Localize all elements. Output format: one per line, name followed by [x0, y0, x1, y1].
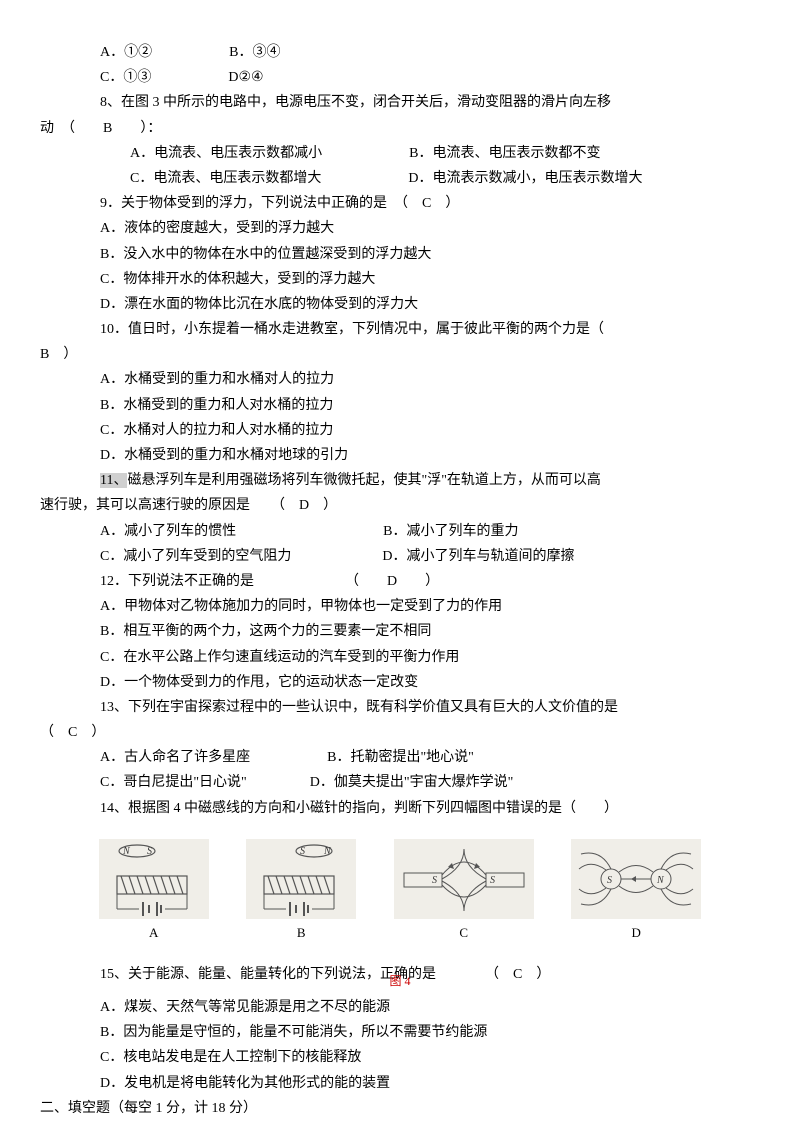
- figD-label: D: [632, 921, 641, 944]
- q11-hl: 11、: [100, 473, 127, 488]
- q9-optA: A．液体的密度越大，受到的浮力越大: [40, 216, 760, 241]
- figC-label: C: [459, 921, 468, 944]
- q8-optD: D．电流表示数减小，电压表示数增大: [408, 171, 642, 186]
- figB-label: B: [297, 921, 306, 944]
- q13-stem2: （ C ）: [40, 720, 760, 745]
- q13-stem1: 13、下列在宇宙探索过程中的一些认识中，既有科学价值又具有巨大的人文价值的是: [40, 695, 760, 720]
- section2-heading: 二、填空题（每空 1 分，计 18 分）: [40, 1096, 760, 1121]
- q13-optD: D．伽莫夫提出"宇宙大爆炸学说": [310, 775, 514, 790]
- q11-opts2: C．减小了列车受到的空气阻力 D．减小了列车与轨道间的摩擦: [40, 544, 760, 569]
- q10-optD: D．水桶受到的重力和水桶对地球的引力: [40, 443, 760, 468]
- q15-optA: A．煤炭、天然气等常见能源是用之不尽的能源: [40, 995, 760, 1020]
- figure-D: S N D: [571, 839, 701, 944]
- q11-optD: D．减小了列车与轨道间的摩擦: [382, 549, 574, 564]
- q15-optD: D．发电机是将电能转化为其他形式的能的装置: [40, 1071, 760, 1096]
- svg-text:S: S: [147, 846, 152, 857]
- q12-optD: D．一个物体受到力的作甩，它的运动状态一定改变: [40, 670, 760, 695]
- q13-optB: B．托勒密提出"地心说": [327, 750, 474, 765]
- q9-optC: C．物体排开水的体积越大，受到的浮力越大: [40, 267, 760, 292]
- svg-text:N: N: [323, 846, 332, 857]
- q11-opts1: A．减小了列车的惯性 B．减小了列车的重力: [40, 519, 760, 544]
- q7-row2: C．①③ D②④: [40, 65, 760, 90]
- q8-optC: C．电流表、电压表示数都增大: [130, 171, 321, 186]
- svg-text:S: S: [300, 846, 305, 857]
- figure-A: N S A: [99, 839, 209, 944]
- figure-B: S N B: [246, 839, 356, 944]
- q7-optC: C．①③: [100, 70, 151, 85]
- q11-stem1: 11、磁悬浮列车是利用强磁场将列车微微托起，使其"浮"在轨道上方，从而可以高: [40, 468, 760, 493]
- q8-opts2: C．电流表、电压表示数都增大 D．电流表示数减小，电压表示数增大: [40, 166, 760, 191]
- q11-rest: 磁悬浮列车是利用强磁场将列车微微托起，使其"浮"在轨道上方，从而可以高: [127, 473, 600, 488]
- q10-stem1: 10．值日时，小东提着一桶水走进教室，下列情况中，属于彼此平衡的两个力是（: [40, 317, 760, 342]
- q10-optA: A．水桶受到的重力和水桶对人的拉力: [40, 367, 760, 392]
- svg-text:N: N: [656, 875, 665, 886]
- q8-stem2: 动 （ B ）：: [40, 116, 760, 141]
- svg-text:S: S: [490, 875, 495, 886]
- q8-optA: A．电流表、电压表示数都减小: [130, 146, 322, 161]
- q10-stem2: B ）: [40, 342, 760, 367]
- figure-4-row: N S A S N: [40, 829, 760, 954]
- q11-optA: A．减小了列车的惯性: [100, 524, 236, 539]
- q9-optD: D．漂在水面的物体比沉在水底的物体受到的浮力大: [40, 292, 760, 317]
- svg-text:S: S: [432, 875, 437, 886]
- fig4-caption-text: 图 4: [389, 974, 410, 988]
- q10-optB: B．水桶受到的重力和人对水桶的拉力: [40, 393, 760, 418]
- q9-stem: 9．关于物体受到的浮力，下列说法中正确的是 （ C ）: [40, 191, 760, 216]
- svg-text:S: S: [607, 875, 612, 886]
- q7-optD: D②④: [228, 70, 263, 85]
- q10-optC: C．水桶对人的拉力和人对水桶的拉力: [40, 418, 760, 443]
- magnets-d-icon: S N: [571, 839, 701, 919]
- q7-optB: B．③④: [229, 45, 280, 60]
- q13-opts1: A．古人命名了许多星座 B．托勒密提出"地心说": [40, 745, 760, 770]
- solenoid-a-icon: N S: [99, 839, 209, 919]
- q12-optA: A．甲物体对乙物体施加力的同时，甲物体也一定受到了力的作用: [40, 594, 760, 619]
- figA-label: A: [149, 921, 158, 944]
- q7-row1: A．①② B．③④: [40, 40, 760, 65]
- q9-optB: B．没入水中的物体在水中的位置越深受到的浮力越大: [40, 242, 760, 267]
- q7-optA: A．①②: [100, 45, 152, 60]
- q11-optC: C．减小了列车受到的空气阻力: [100, 549, 291, 564]
- q8-optB: B．电流表、电压表示数都不变: [409, 146, 600, 161]
- q13-optC: C．哥白尼提出"日心说": [100, 775, 247, 790]
- q15-optB: B．因为能量是守恒的，能量不可能消失，所以不需要节约能源: [40, 1020, 760, 1045]
- figure-C: S S C: [394, 839, 534, 944]
- q12-optC: C．在水平公路上作匀速直线运动的汽车受到的平衡力作用: [40, 645, 760, 670]
- q13-opts2: C．哥白尼提出"日心说" D．伽莫夫提出"宇宙大爆炸学说": [40, 770, 760, 795]
- q12-stem: 12．下列说法不正确的是 （ D ）: [40, 569, 760, 594]
- q14-stem: 14、根据图 4 中磁感线的方向和小磁针的指向，判断下列四幅图中错误的是（ ）: [40, 796, 760, 821]
- q15-optC: C．核电站发电是在人工控制下的核能释放: [40, 1045, 760, 1070]
- solenoid-b-icon: S N: [246, 839, 356, 919]
- q13-optA: A．古人命名了许多星座: [100, 750, 250, 765]
- magnets-c-icon: S S: [394, 839, 534, 919]
- q12-optB: B．相互平衡的两个力，这两个力的三要素一定不相同: [40, 619, 760, 644]
- q8-stem1: 8、在图 3 中所示的电路中，电源电压不变，闭合开关后，滑动变阻器的滑片向左移: [40, 90, 760, 115]
- svg-text:N: N: [122, 846, 131, 857]
- q8-opts1: A．电流表、电压表示数都减小 B．电流表、电压表示数都不变: [40, 141, 760, 166]
- q11-stem2: 速行驶，其可以高速行驶的原因是 （ D ）: [40, 493, 760, 518]
- q11-optB: B．减小了列车的重力: [383, 524, 518, 539]
